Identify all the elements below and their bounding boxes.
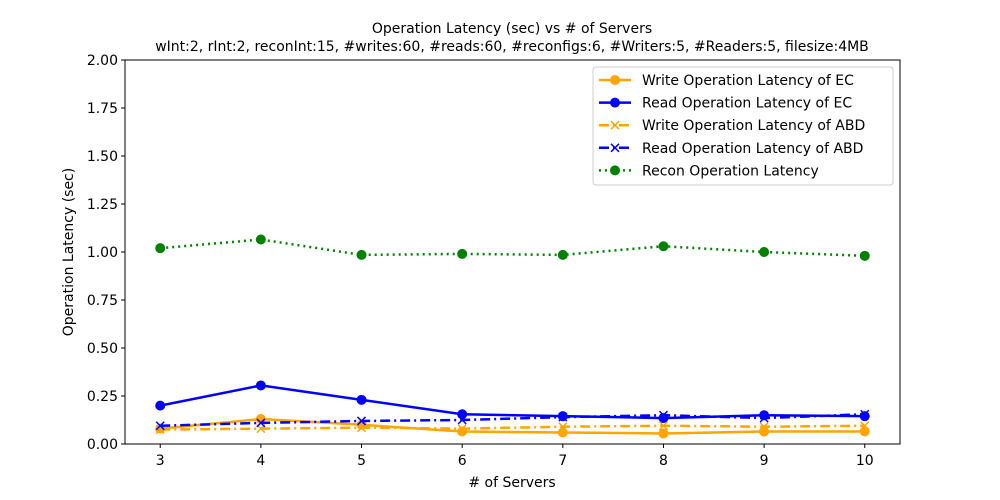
- data-point: [658, 421, 669, 431]
- data-point: [658, 241, 669, 252]
- x-tick-label: 4: [256, 453, 265, 469]
- series-line: [159, 384, 865, 420]
- y-tick-label: 1.75: [87, 101, 118, 117]
- legend: Write Operation Latency of EC Read Operat…: [592, 66, 894, 186]
- data-point: [356, 416, 367, 426]
- legend-entry: Write Operation Latency of ABD: [642, 118, 865, 134]
- data-point: [859, 250, 870, 261]
- series-4: [155, 409, 870, 431]
- data-point: [860, 409, 870, 419]
- data-point: [558, 412, 568, 422]
- x-tick-label: 8: [659, 453, 668, 469]
- data-point: [457, 424, 467, 434]
- x-tick-label: 7: [558, 453, 567, 469]
- x-tick-label: 6: [458, 453, 467, 469]
- series-line: [160, 412, 865, 428]
- y-tick-label: 1.00: [87, 245, 118, 261]
- data-point: [859, 411, 870, 422]
- data-point: [155, 421, 165, 431]
- legend-entry: Read Operation Latency of EC: [642, 96, 852, 112]
- legend-box: [592, 66, 894, 186]
- y-tick-label: 1.25: [87, 197, 118, 213]
- data-point: [356, 423, 367, 433]
- y-tick-label: 0.50: [87, 341, 118, 357]
- data-point: [457, 415, 467, 425]
- x-tick-label: 10: [856, 453, 874, 469]
- series-line: [160, 238, 865, 258]
- data-point: [255, 380, 266, 391]
- data-point: [155, 243, 166, 254]
- x-axis-label: # of Servers: [468, 475, 555, 491]
- chart-title: Operation Latency (sec) vs # of Servers: [372, 21, 652, 37]
- x-tick-label: 9: [760, 453, 769, 469]
- legend-entry: Recon Operation Latency: [642, 163, 819, 179]
- y-axis-label: Operation Latency (sec): [61, 168, 77, 336]
- legend-marker: [610, 165, 620, 176]
- data-point: [759, 413, 769, 423]
- y-tick-label: 2.00: [87, 53, 118, 69]
- chart-subtitle: wInt:2, rInt:2, reconInt:15, #writes:60,…: [155, 39, 869, 55]
- data-point: [356, 249, 367, 260]
- series-line: [160, 417, 865, 435]
- legend-entry: Write Operation Latency of EC: [642, 73, 854, 89]
- data-point: [859, 426, 870, 437]
- legend-marker: [610, 97, 620, 108]
- data-point: [658, 410, 669, 420]
- data-point: [256, 418, 266, 428]
- y-tick-label: 0.00: [87, 437, 118, 453]
- series-line: [160, 424, 865, 431]
- x-tick-label: 5: [357, 453, 366, 469]
- legend-marker: [610, 75, 620, 85]
- data-point: [356, 394, 367, 405]
- y-tick-label: 1.50: [87, 149, 118, 165]
- data-point: [155, 400, 166, 411]
- y-tick-label: 0.75: [87, 293, 118, 309]
- data-point: [557, 427, 568, 438]
- data-point: [457, 248, 468, 259]
- series-5: [155, 234, 870, 261]
- data-point: [759, 422, 769, 432]
- data-point: [457, 409, 468, 420]
- plot-area: 0.00 0.25 0.50 0.75 1.00 1.25 1.50 1.75 2.00 3 4 5 6…: [87, 53, 901, 469]
- data-point: [557, 249, 568, 260]
- data-point: [759, 426, 770, 437]
- x-tick-label: 3: [156, 453, 165, 469]
- data-point: [759, 247, 770, 257]
- legend-entry: Read Operation Latency of ABD: [642, 141, 863, 157]
- data-point: [860, 421, 870, 431]
- legend-marker: [610, 120, 620, 130]
- legend-marker: [610, 143, 620, 153]
- data-point: [558, 422, 568, 432]
- y-tick-label: 0.25: [87, 389, 118, 405]
- data-point: [658, 428, 669, 439]
- data-point: [255, 234, 266, 245]
